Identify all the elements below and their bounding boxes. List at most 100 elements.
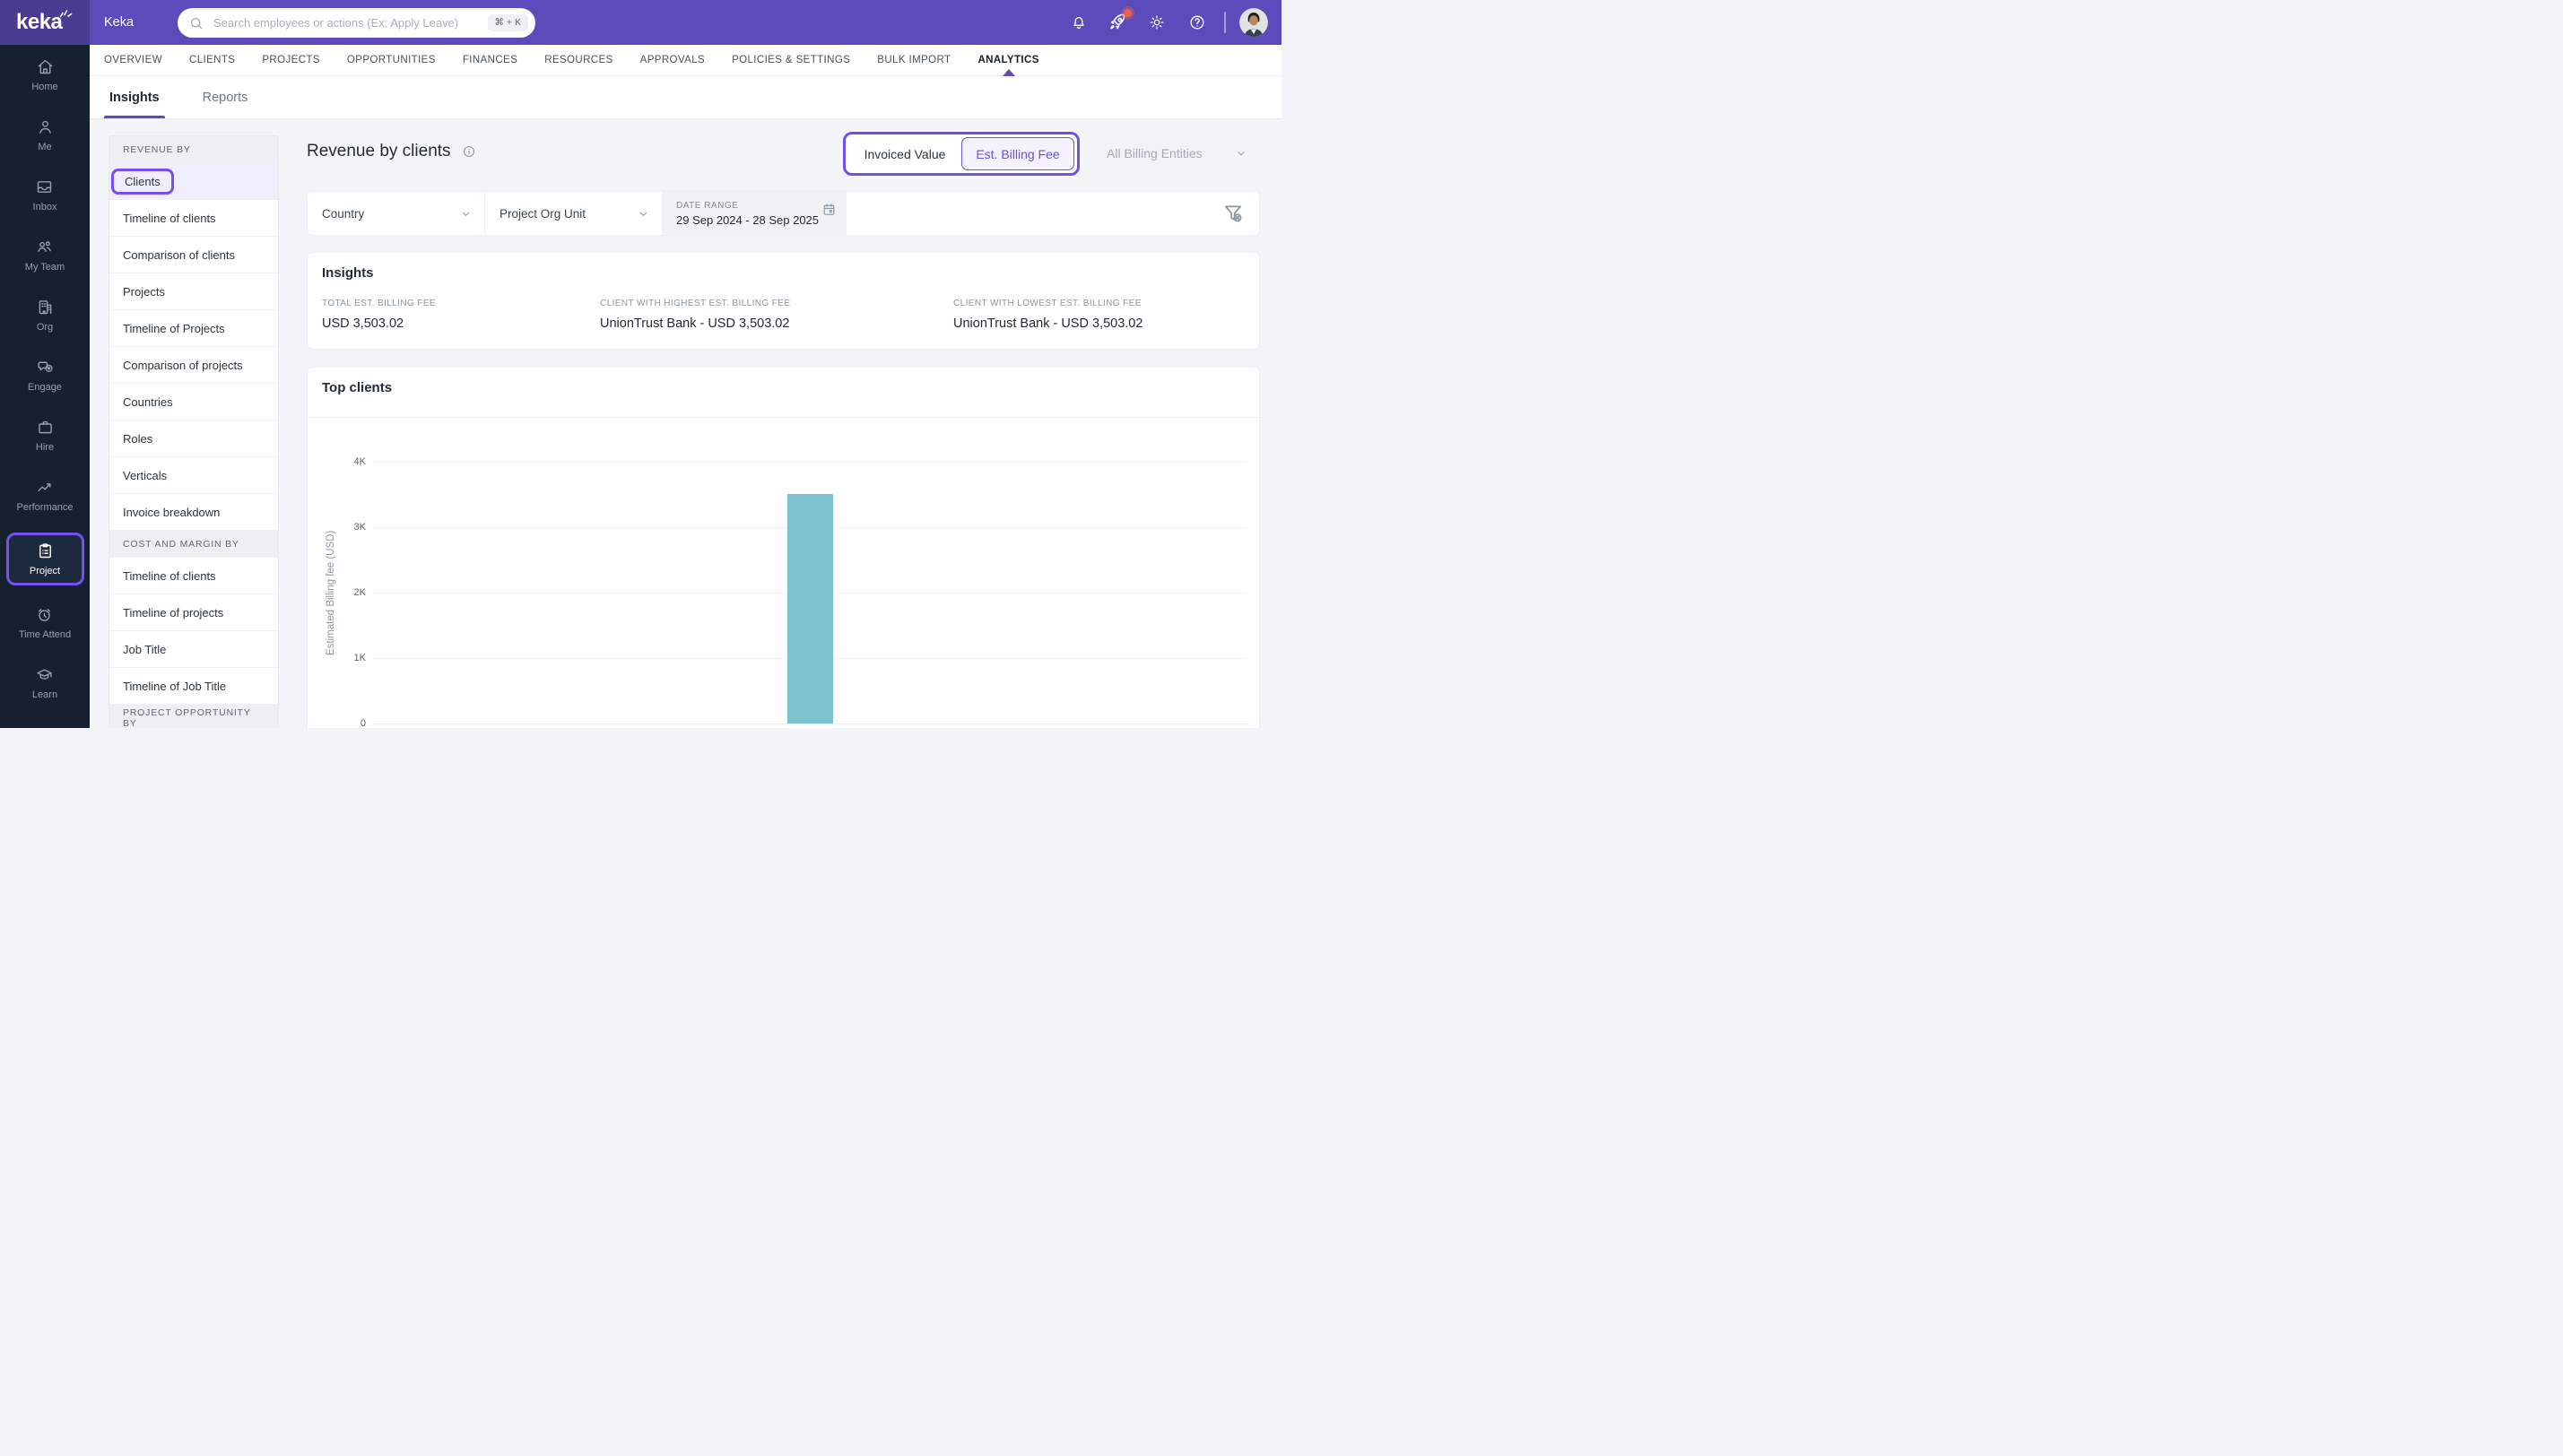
- panel-row-label: Roles: [123, 431, 153, 446]
- sidebar-item[interactable]: My Team: [0, 225, 90, 285]
- module-tab-label: PROJECTS: [262, 55, 320, 65]
- global-search[interactable]: ⌘ + K: [178, 8, 535, 38]
- sidebar-item[interactable]: Project: [0, 525, 90, 593]
- clear-filters-icon[interactable]: [1221, 202, 1245, 225]
- country-filter[interactable]: Country: [308, 192, 485, 235]
- panel-row[interactable]: Countries: [109, 384, 278, 420]
- module-tabs: OVERVIEW CLIENTS PROJECTS OPPORTUNITIES …: [90, 45, 1282, 76]
- module-tab[interactable]: BULK IMPORT: [877, 45, 951, 75]
- panel-row[interactable]: Roles: [109, 420, 278, 457]
- toggle-option-label: Invoiced Value: [864, 146, 946, 161]
- module-tab-label: FINANCES: [462, 55, 518, 65]
- sidebar-item[interactable]: Performance: [0, 465, 90, 525]
- sub-tab[interactable]: Insights: [104, 76, 165, 118]
- sidebar-item-label: Inbox: [32, 202, 57, 212]
- gear-icon[interactable]: [1148, 13, 1166, 31]
- panel-row[interactable]: Timeline of projects: [109, 594, 278, 631]
- sidebar-item-tile: Project: [5, 533, 84, 585]
- sidebar: Home Me Inbox My Team Or: [0, 45, 90, 728]
- sidebar-item[interactable]: Time Attend: [0, 593, 90, 653]
- module-tab[interactable]: PROJECTS: [262, 45, 320, 75]
- logo-text: keka: [16, 10, 63, 34]
- sidebar-item[interactable]: Engage: [0, 345, 90, 405]
- panel-row[interactable]: Verticals: [109, 457, 278, 494]
- insight-stat-value: UnionTrust Bank - USD 3,503.02: [953, 316, 1143, 331]
- sidebar-item-icon: [35, 478, 54, 497]
- panel-row-label: Clients: [111, 168, 174, 195]
- org-unit-filter[interactable]: Project Org Unit: [485, 192, 662, 235]
- avatar[interactable]: [1239, 8, 1268, 37]
- module-tab[interactable]: RESOURCES: [544, 45, 613, 75]
- panel-row[interactable]: Timeline of clients: [109, 558, 278, 594]
- sidebar-item[interactable]: Me: [0, 105, 90, 165]
- search-icon: [188, 15, 204, 31]
- sidebar-item-icon: [35, 665, 54, 684]
- sidebar-item[interactable]: Inbox: [0, 165, 90, 225]
- sidebar-item-label: Time Attend: [18, 629, 72, 640]
- panel-row[interactable]: Invoice breakdown: [109, 494, 278, 531]
- search-input[interactable]: [212, 9, 472, 36]
- panel-row[interactable]: Timeline of Projects: [109, 310, 278, 347]
- main-column: Revenue by clients Invoiced Value Est. B…: [307, 120, 1260, 728]
- panel-row[interactable]: Comparison of clients: [109, 237, 278, 273]
- sidebar-item[interactable]: Home: [0, 45, 90, 105]
- toggle-option[interactable]: Est. Billing Fee: [961, 137, 1074, 170]
- panel-row[interactable]: Clients: [109, 163, 278, 200]
- billing-entities-dropdown[interactable]: All Billing Entities: [1095, 135, 1260, 171]
- insights-stats: TOTAL EST. BILLING FEE USD 3,503.02 CLIE…: [322, 299, 1245, 331]
- header-divider: [1224, 12, 1226, 33]
- rocket-icon[interactable]: [1107, 9, 1132, 33]
- panel-row[interactable]: Projects: [109, 273, 278, 310]
- sidebar-item[interactable]: Learn: [0, 653, 90, 713]
- sidebar-item-label: Me: [38, 142, 52, 152]
- insight-stat-value: UnionTrust Bank - USD 3,503.02: [600, 316, 790, 331]
- sidebar-item-label: Project: [29, 566, 61, 576]
- value-type-toggle-highlight: Invoiced Value Est. Billing Fee: [843, 132, 1080, 176]
- bell-icon[interactable]: [1070, 13, 1088, 31]
- panel-row-label: Timeline of Projects: [123, 321, 225, 335]
- module-tab-label: CLIENTS: [188, 55, 236, 65]
- sidebar-item-tile: Hire: [30, 409, 61, 462]
- country-filter-label: Country: [322, 206, 365, 221]
- date-range-filter[interactable]: DATE RANGE 29 Sep 2024 - 28 Sep 2025: [662, 192, 847, 235]
- module-tab[interactable]: APPROVALS: [640, 45, 705, 75]
- toggle-option[interactable]: Invoiced Value: [848, 137, 961, 170]
- filter-bar: Country Project Org Unit DATE RANGE 29 S…: [307, 191, 1260, 236]
- sidebar-item-label: Performance: [16, 502, 74, 513]
- panel-row[interactable]: Timeline of Job Title: [109, 668, 278, 705]
- sub-tab-label: Reports: [202, 90, 248, 105]
- panel-row-label: Timeline of projects: [123, 605, 224, 620]
- date-range-label: DATE RANGE: [676, 200, 739, 211]
- panel-row[interactable]: PROJECT OPPORTUNITY BY: [109, 705, 278, 728]
- sidebar-item-icon: [36, 358, 55, 377]
- panel-row[interactable]: REVENUE BY: [109, 136, 278, 163]
- info-icon[interactable]: [462, 144, 476, 159]
- sidebar-item[interactable]: Org: [0, 285, 90, 345]
- module-tab[interactable]: FINANCES: [463, 45, 517, 75]
- sidebar-item-tile: Me: [30, 108, 61, 161]
- sidebar-item-label: My Team: [24, 262, 65, 273]
- content: OVERVIEW CLIENTS PROJECTS OPPORTUNITIES …: [90, 45, 1282, 728]
- chart-bar[interactable]: [787, 494, 833, 724]
- module-tab[interactable]: CLIENTS: [189, 45, 235, 75]
- sidebar-item-label: Home: [31, 82, 58, 92]
- billing-entities-value: All Billing Entities: [1107, 146, 1203, 160]
- panel-row[interactable]: Job Title: [109, 631, 278, 668]
- help-icon[interactable]: [1188, 13, 1206, 31]
- panel-row[interactable]: Timeline of clients: [109, 200, 278, 237]
- module-tab[interactable]: OPPORTUNITIES: [347, 45, 436, 75]
- insights-list-panel: REVENUE BY Clients Timeline of clients C…: [109, 135, 279, 728]
- insights-page: REVENUE BY Clients Timeline of clients C…: [90, 120, 1282, 728]
- sidebar-item-tile: Learn: [26, 656, 64, 709]
- module-tab[interactable]: OVERVIEW: [104, 45, 162, 75]
- sub-tab[interactable]: Reports: [197, 76, 254, 118]
- panel-row[interactable]: COST AND MARGIN BY: [109, 531, 278, 558]
- insight-stat: TOTAL EST. BILLING FEE USD 3,503.02: [322, 299, 600, 331]
- chevron-down-icon: [459, 207, 473, 221]
- module-tab[interactable]: ANALYTICS: [977, 45, 1038, 76]
- sidebar-item[interactable]: Hire: [0, 405, 90, 465]
- module-tab-label: POLICIES & SETTINGS: [732, 55, 851, 65]
- module-tab[interactable]: POLICIES & SETTINGS: [732, 45, 850, 75]
- panel-row[interactable]: Comparison of projects: [109, 347, 278, 384]
- sidebar-item-tile: Time Attend: [13, 596, 77, 649]
